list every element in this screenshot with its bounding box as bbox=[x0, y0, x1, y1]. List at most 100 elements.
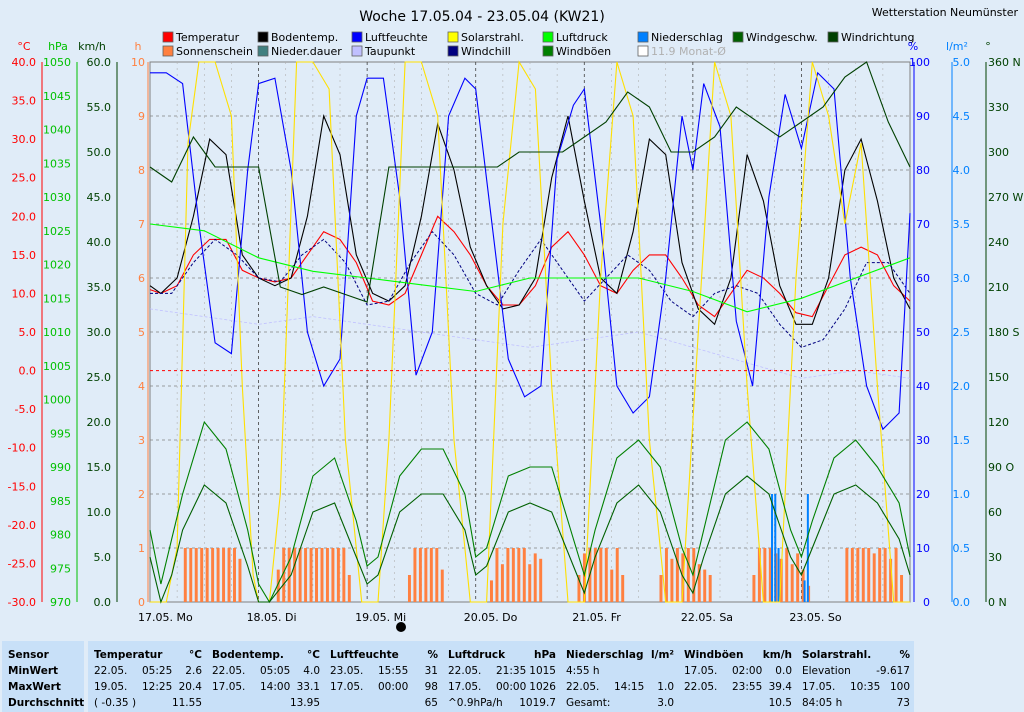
stats-row: 84:05 h 73 bbox=[802, 695, 910, 711]
stats-cell: 02:00 bbox=[732, 665, 763, 677]
sunshine-bar bbox=[752, 575, 756, 602]
sunshine-bar bbox=[889, 558, 893, 602]
sunshine-bar bbox=[867, 548, 871, 602]
sunshine-bar bbox=[500, 564, 504, 602]
sunshine-bar bbox=[298, 548, 302, 602]
stats-cell: ( -0.35 ) bbox=[94, 697, 137, 709]
kmh-axis-unit: km/h bbox=[78, 40, 106, 53]
temp-axis-tick: 25.0 bbox=[12, 172, 37, 185]
stats-row: 17.05. 02:00 0.0 bbox=[684, 663, 792, 679]
stats-cell: 11.55 bbox=[171, 697, 202, 709]
stats-row: 13.95 bbox=[212, 695, 320, 711]
hpa-axis-tick: 990 bbox=[50, 461, 71, 474]
kmh-axis-tick: 50.0 bbox=[87, 146, 112, 159]
stats-row: Gesamt: 3.0 bbox=[566, 695, 674, 711]
stats-row: 4:55 h bbox=[566, 663, 674, 679]
x-tick-label: 18.05. Di bbox=[247, 611, 297, 624]
temp-axis-tick: 15.0 bbox=[12, 249, 37, 262]
stats-cell: MinWert bbox=[8, 665, 59, 677]
pct-axis-tick: 30 bbox=[916, 434, 930, 447]
x-tick-label: 19.05. Mi bbox=[355, 611, 406, 624]
stats-row: Durchschnitt bbox=[8, 695, 84, 711]
pct-axis-tick: 20 bbox=[916, 488, 930, 501]
kmh-axis-tick: 45.0 bbox=[87, 191, 112, 204]
h-axis-tick: 0 bbox=[138, 596, 145, 609]
stats-unit: % bbox=[899, 649, 910, 661]
sunshine-bar bbox=[757, 548, 761, 602]
stats-cell: 22.05. bbox=[448, 665, 482, 677]
sunshine-bar bbox=[861, 548, 865, 602]
h-axis-tick: 8 bbox=[138, 164, 145, 177]
legend-swatch bbox=[162, 31, 174, 43]
temp-axis-tick: 30.0 bbox=[12, 133, 37, 146]
sunshine-bar bbox=[670, 558, 674, 602]
legend-swatch bbox=[542, 45, 554, 57]
stats-row: ^0.9hPa/h 1019.7 bbox=[448, 695, 556, 711]
stats-cell: 00:00 bbox=[496, 681, 527, 693]
series-solarstrahl- bbox=[150, 60, 910, 603]
sunshine-bar bbox=[200, 548, 204, 602]
h-axis-tick: 1 bbox=[138, 542, 145, 555]
sunshine-bar bbox=[315, 548, 318, 602]
precip-bar bbox=[803, 580, 806, 602]
legend-label: 11.9 Monat-Ø bbox=[651, 45, 726, 58]
sunshine-bar bbox=[511, 548, 515, 602]
stats-unit: km/h bbox=[762, 649, 792, 661]
stats-cell: 73 bbox=[896, 697, 910, 709]
sunshine-bar bbox=[331, 548, 335, 602]
sunshine-bar bbox=[593, 548, 597, 602]
hpa-axis-tick: 995 bbox=[50, 427, 71, 440]
stats-unit: °C bbox=[189, 649, 202, 661]
kmh-axis-tick: 25.0 bbox=[87, 371, 112, 384]
sunshine-bar bbox=[850, 548, 854, 602]
temp-axis-tick: 35.0 bbox=[12, 95, 37, 108]
sunshine-bar bbox=[610, 569, 614, 602]
hpa-axis-tick: 1015 bbox=[43, 292, 71, 305]
temp-axis-unit: °C bbox=[17, 40, 31, 53]
sunshine-bar bbox=[495, 548, 499, 602]
stats-cell: 10:35 bbox=[850, 681, 881, 693]
moon-icon bbox=[396, 622, 406, 632]
legend-label: Taupunkt bbox=[364, 45, 416, 58]
sunshine-bar bbox=[293, 548, 297, 602]
stats-cell: 05:05 bbox=[260, 665, 291, 677]
stats-row: 23.05. 15:55 31 bbox=[330, 663, 438, 679]
deg-axis-tick: 60 bbox=[988, 506, 1002, 519]
stats-row: 17.05. 14:00 33.1 bbox=[212, 679, 320, 695]
lm2-axis-tick: 1.0 bbox=[953, 488, 971, 501]
stats-cell: ^0.9hPa/h bbox=[448, 697, 503, 709]
sunshine-bar bbox=[856, 548, 860, 602]
hpa-axis-tick: 1025 bbox=[43, 225, 71, 238]
stats-cell: Elevation bbox=[802, 665, 851, 677]
stats-row: 22.05. 05:05 4.0 bbox=[212, 663, 320, 679]
legend-label: Sonnenschein bbox=[176, 45, 253, 58]
stats-column: Bodentemp. °C 22.05. 05:05 4.0 17.05. 14:00 33.… bbox=[206, 641, 324, 712]
stats-cell: 10.5 bbox=[768, 697, 792, 709]
lm2-axis-tick: 4.5 bbox=[953, 110, 971, 123]
h-axis-tick: 3 bbox=[138, 434, 145, 447]
sunshine-bar bbox=[407, 575, 411, 602]
bars bbox=[183, 494, 904, 602]
kmh-axis-tick: 40.0 bbox=[87, 236, 112, 249]
legend-swatch bbox=[732, 31, 744, 43]
hpa-axis-tick: 1005 bbox=[43, 360, 71, 373]
series-windchill bbox=[150, 230, 911, 348]
chart-title: Woche 17.05.04 - 23.05.04 (KW21) bbox=[359, 9, 605, 25]
pct-axis-tick: 90 bbox=[916, 110, 930, 123]
sunshine-bar bbox=[692, 548, 696, 602]
stats-header: Solarstrahl. bbox=[802, 649, 872, 661]
stats-header: Sensor bbox=[8, 649, 49, 661]
legend-label: Temperatur bbox=[175, 31, 240, 44]
series-bodentemp- bbox=[149, 114, 911, 326]
h-axis-tick: 7 bbox=[138, 218, 145, 231]
sunshine-bar bbox=[790, 564, 794, 602]
stats-cell: 19.05. bbox=[94, 681, 128, 693]
lm2-axis-tick: 5.0 bbox=[953, 56, 971, 69]
h-axis-tick: 9 bbox=[138, 110, 145, 123]
temp-axis-tick: 20.0 bbox=[12, 210, 37, 223]
stats-column: Luftdruck hPa 22.05. 21:35 1015 17.05. 00:00 10… bbox=[442, 641, 560, 712]
hpa-axis-tick: 980 bbox=[50, 529, 71, 542]
hpa-axis-tick: 1020 bbox=[43, 259, 71, 272]
series-windrichtung bbox=[149, 61, 911, 303]
legend-swatch bbox=[827, 31, 839, 43]
